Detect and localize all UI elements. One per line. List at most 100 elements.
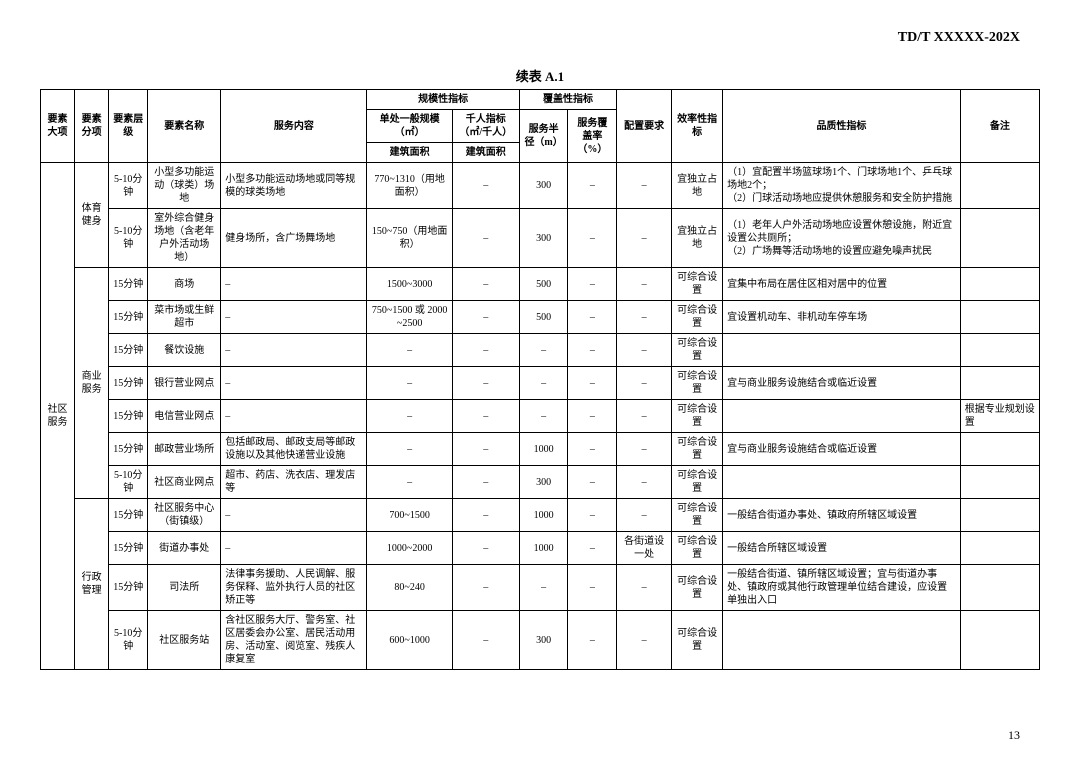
cell-scale: 80~240 [367, 565, 452, 611]
table-row: 行政管理15分钟社区服务中心（街镇级）–700~1500–1000––可综合设置… [41, 499, 1040, 532]
cell-note [960, 466, 1039, 499]
th-level: 要素层级 [109, 90, 148, 163]
th-scale-unit: 单处一般规模（㎡） [367, 110, 452, 143]
th-name: 要素名称 [148, 90, 221, 163]
cell-coverage: – [568, 466, 617, 499]
cell-content: – [221, 499, 367, 532]
table-row: 15分钟银行营业网点––––––可综合设置宜与商业服务设施结合或临近设置 [41, 367, 1040, 400]
cell-scale: 1500~3000 [367, 268, 452, 301]
cell-radius: – [519, 565, 568, 611]
cell-scale: 770~1310（用地面积） [367, 163, 452, 209]
table-row: 15分钟餐饮设施––––––可综合设置 [41, 334, 1040, 367]
cell-eff: 可综合设置 [672, 611, 723, 670]
cell-coverage: – [568, 301, 617, 334]
cell-major-category: 社区服务 [41, 163, 75, 670]
table-row: 15分钟街道办事处–1000~2000–1000–各街道设一处可综合设置一般结合… [41, 532, 1040, 565]
cell-config: – [617, 301, 672, 334]
cell-eff: 可综合设置 [672, 334, 723, 367]
cell-name: 室外综合健身场地（含老年户外活动场地） [148, 209, 221, 268]
cell-content: 超市、药店、洗衣店、理发店等 [221, 466, 367, 499]
cell-note [960, 565, 1039, 611]
cell-coverage: – [568, 400, 617, 433]
cell-level: 15分钟 [109, 400, 148, 433]
cell-radius: 1000 [519, 532, 568, 565]
cell-radius: 1000 [519, 433, 568, 466]
cell-radius: – [519, 334, 568, 367]
cell-note [960, 367, 1039, 400]
cell-eff: 可综合设置 [672, 565, 723, 611]
cell-per1000: – [452, 163, 519, 209]
th-content: 服务内容 [221, 90, 367, 163]
cell-eff: 可综合设置 [672, 499, 723, 532]
cell-radius: 1000 [519, 499, 568, 532]
cell-content: 小型多功能运动场地或同等规模的球类场地 [221, 163, 367, 209]
cell-scale: 150~750（用地面积） [367, 209, 452, 268]
cell-quality: 宜与商业服务设施结合或临近设置 [723, 433, 961, 466]
cell-radius: 500 [519, 301, 568, 334]
cell-coverage: – [568, 209, 617, 268]
cell-content: – [221, 301, 367, 334]
cell-name: 银行营业网点 [148, 367, 221, 400]
th-per1000: 千人指标（㎡/千人） [452, 110, 519, 143]
cell-note [960, 334, 1039, 367]
cell-coverage: – [568, 163, 617, 209]
th-scale-sub: 建筑面积 [367, 143, 452, 163]
cell-note [960, 163, 1039, 209]
cell-quality: 宜集中布局在居住区相对居中的位置 [723, 268, 961, 301]
cell-level: 15分钟 [109, 433, 148, 466]
cell-eff: 可综合设置 [672, 400, 723, 433]
cell-coverage: – [568, 334, 617, 367]
cell-level: 15分钟 [109, 301, 148, 334]
cell-level: 15分钟 [109, 367, 148, 400]
cell-radius: – [519, 400, 568, 433]
cell-eff: 可综合设置 [672, 301, 723, 334]
cell-config: – [617, 611, 672, 670]
cell-scale: – [367, 334, 452, 367]
table-row: 15分钟司法所法律事务援助、人民调解、服务保释、监外执行人员的社区矫正等80~2… [41, 565, 1040, 611]
cell-per1000: – [452, 532, 519, 565]
cell-scale: – [367, 400, 452, 433]
cell-sub-category: 行政管理 [75, 499, 109, 670]
cell-quality: 一般结合所辖区域设置 [723, 532, 961, 565]
cell-radius: 300 [519, 466, 568, 499]
cell-name: 司法所 [148, 565, 221, 611]
cell-per1000: – [452, 367, 519, 400]
cell-radius: – [519, 367, 568, 400]
cell-quality: 一般结合街道、镇所辖区域设置；宜与街道办事处、镇政府或其他行政管理单位结合建设，… [723, 565, 961, 611]
cell-note [960, 301, 1039, 334]
cell-name: 餐饮设施 [148, 334, 221, 367]
cell-name: 街道办事处 [148, 532, 221, 565]
cell-per1000: – [452, 611, 519, 670]
table-row: 5-10分钟社区服务站含社区服务大厅、警务室、社区居委会办公室、居民活动用房、活… [41, 611, 1040, 670]
th-config: 配置要求 [617, 90, 672, 163]
cell-coverage: – [568, 532, 617, 565]
cell-config: – [617, 367, 672, 400]
cell-quality [723, 400, 961, 433]
th-note: 备注 [960, 90, 1039, 163]
cell-per1000: – [452, 433, 519, 466]
cell-config: 各街道设一处 [617, 532, 672, 565]
table-row: 5-10分钟社区商业网点超市、药店、洗衣店、理发店等––300––可综合设置 [41, 466, 1040, 499]
page-number: 13 [1008, 728, 1020, 743]
cell-content: 含社区服务大厅、警务室、社区居委会办公室、居民活动用房、活动室、阅览室、残疾人康… [221, 611, 367, 670]
table-title: 续表 A.1 [40, 66, 1040, 85]
cell-eff: 可综合设置 [672, 532, 723, 565]
cell-level: 5-10分钟 [109, 466, 148, 499]
table-row: 15分钟邮政营业场所包括邮政局、邮政支局等邮政设施以及其他快递营业设施––100… [41, 433, 1040, 466]
cell-quality: 宜与商业服务设施结合或临近设置 [723, 367, 961, 400]
table-row: 社区服务体育健身5-10分钟小型多功能运动（球类）场地小型多功能运动场地或同等规… [41, 163, 1040, 209]
cell-level: 5-10分钟 [109, 163, 148, 209]
cell-note [960, 433, 1039, 466]
cell-per1000: – [452, 499, 519, 532]
cell-eff: 可综合设置 [672, 433, 723, 466]
cell-quality [723, 611, 961, 670]
cell-config: – [617, 334, 672, 367]
cell-note [960, 209, 1039, 268]
th-radius: 服务半径（m） [519, 110, 568, 163]
cell-scale: 600~1000 [367, 611, 452, 670]
cell-quality: 宜设置机动车、非机动车停车场 [723, 301, 961, 334]
cell-per1000: – [452, 301, 519, 334]
cell-level: 15分钟 [109, 334, 148, 367]
cell-coverage: – [568, 433, 617, 466]
cell-eff: 宜独立占地 [672, 209, 723, 268]
